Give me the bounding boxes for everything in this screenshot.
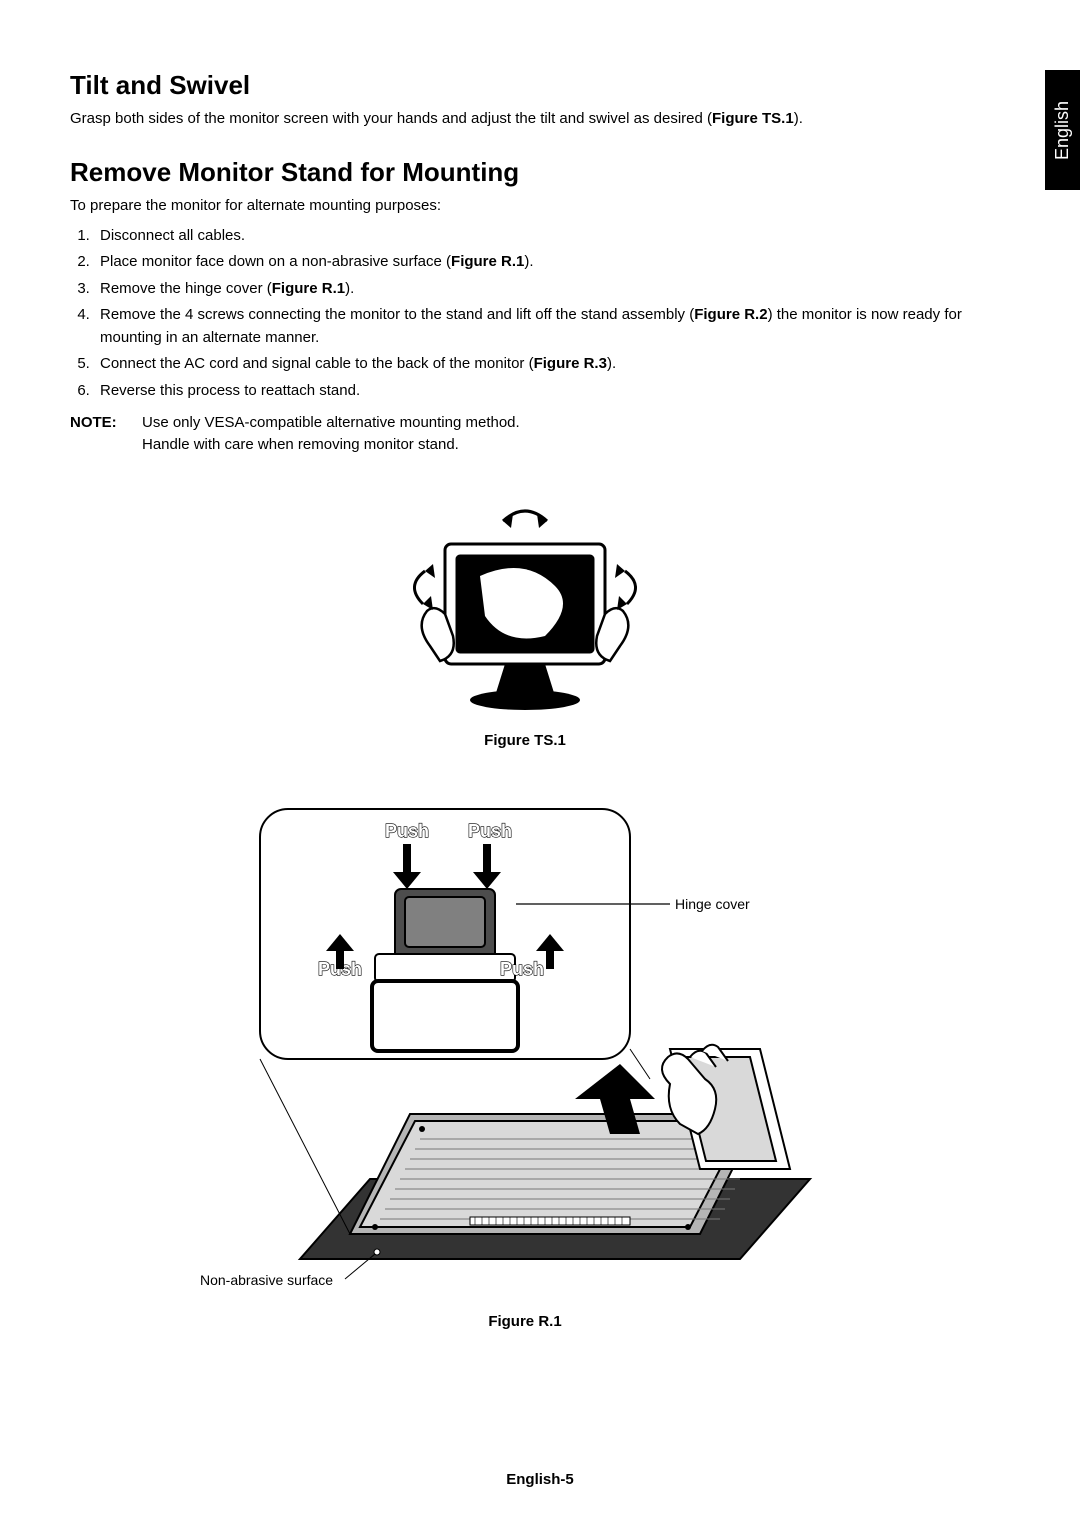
figure-ts1-image [385, 496, 665, 726]
figure-ts1-block: Figure TS.1 [70, 496, 980, 749]
section2-title: Remove Monitor Stand for Mounting [70, 157, 980, 188]
language-tab: English [1045, 70, 1080, 190]
page-footer: English-5 [0, 1471, 1080, 1488]
language-tab-text: English [1052, 100, 1073, 159]
push-label: Push [468, 821, 512, 841]
section1-text-bold: Figure TS.1 [712, 110, 794, 127]
page-content: Tilt and Swivel Grasp both sides of the … [70, 70, 980, 1330]
step-item: Disconnect all cables. [94, 225, 980, 248]
section1-text: Grasp both sides of the monitor screen w… [70, 109, 980, 129]
push-label: Push [385, 821, 429, 841]
step-item: Remove the hinge cover (Figure R.1). [94, 278, 980, 301]
step-item: Remove the 4 screws connecting the monit… [94, 304, 980, 349]
section1-title: Tilt and Swivel [70, 70, 980, 101]
step-item: Reverse this process to reattach stand. [94, 380, 980, 403]
note-row: NOTE: Use only VESA-compatible alternati… [70, 412, 980, 456]
figure-r1-image: Push Push Push Push [200, 789, 850, 1299]
step-item: Connect the AC cord and signal cable to … [94, 353, 980, 376]
push-label: Push [500, 959, 544, 979]
note-text: Use only VESA-compatible alternative mou… [142, 412, 520, 456]
figure-r1-caption: Figure R.1 [70, 1313, 980, 1330]
section1-text-post: ). [794, 110, 803, 127]
section2-intro: To prepare the monitor for alternate mou… [70, 196, 980, 216]
figure-ts1-caption: Figure TS.1 [70, 732, 980, 749]
steps-list: Disconnect all cables. Place monitor fac… [94, 225, 980, 403]
note-label: NOTE: [70, 412, 142, 456]
step-item: Place monitor face down on a non-abrasiv… [94, 251, 980, 274]
figure-r1-block: Push Push Push Push [70, 789, 980, 1330]
section1-text-pre: Grasp both sides of the monitor screen w… [70, 110, 712, 127]
callout-hinge-cover: Hinge cover [675, 896, 750, 912]
callout-non-abrasive: Non-abrasive surface [200, 1272, 333, 1288]
